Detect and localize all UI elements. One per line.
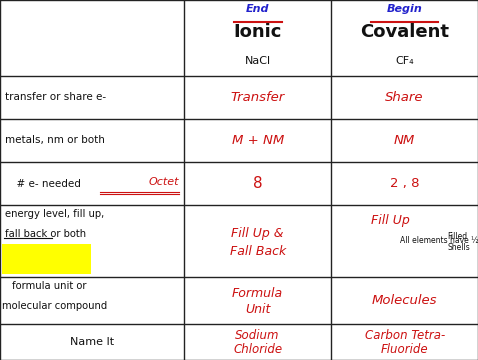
Text: 2 , 8: 2 , 8 <box>390 177 419 190</box>
Text: NM: NM <box>394 134 415 147</box>
Text: NaCl: NaCl <box>245 56 271 66</box>
Text: Sodium: Sodium <box>235 329 280 342</box>
Text: M + NM: M + NM <box>231 134 284 147</box>
Text: Name It: Name It <box>70 337 114 347</box>
Text: Covalent: Covalent <box>360 23 449 41</box>
Text: Share: Share <box>385 91 424 104</box>
Text: Fluoride: Fluoride <box>381 343 428 356</box>
Text: CF₄: CF₄ <box>395 56 414 66</box>
Text: 8: 8 <box>253 176 262 191</box>
Text: fall back or both: fall back or both <box>5 229 86 239</box>
Text: Chloride: Chloride <box>233 343 282 356</box>
Text: metals, nm or both: metals, nm or both <box>5 135 105 145</box>
Text: Ionic: Ionic <box>233 23 282 41</box>
Text: Carbon Tetra-: Carbon Tetra- <box>365 329 445 342</box>
Text: Unit: Unit <box>245 303 271 316</box>
Text: Filled: Filled <box>447 232 468 241</box>
Text: energy level, fill up,: energy level, fill up, <box>5 209 104 219</box>
Text: Transfer: Transfer <box>230 91 285 104</box>
Text: Molecules: Molecules <box>372 294 437 307</box>
Text: molecular compound: molecular compound <box>2 301 108 311</box>
Text: Formula: Formula <box>232 287 283 300</box>
Text: Fall Back: Fall Back <box>229 245 286 258</box>
Text: Shells: Shells <box>447 243 470 252</box>
Text: Octet: Octet <box>149 177 179 187</box>
Text: End: End <box>246 4 270 14</box>
Text: Fill Up &: Fill Up & <box>231 227 284 240</box>
Text: formula unit or: formula unit or <box>12 281 87 291</box>
Text: # e- needed: # e- needed <box>10 179 80 189</box>
Text: transfer or share e-: transfer or share e- <box>5 92 106 102</box>
Text: All elements have ½: All elements have ½ <box>400 236 478 245</box>
Text: Fill Up: Fill Up <box>371 214 410 227</box>
Text: Begin: Begin <box>387 4 423 14</box>
FancyBboxPatch shape <box>2 244 91 274</box>
